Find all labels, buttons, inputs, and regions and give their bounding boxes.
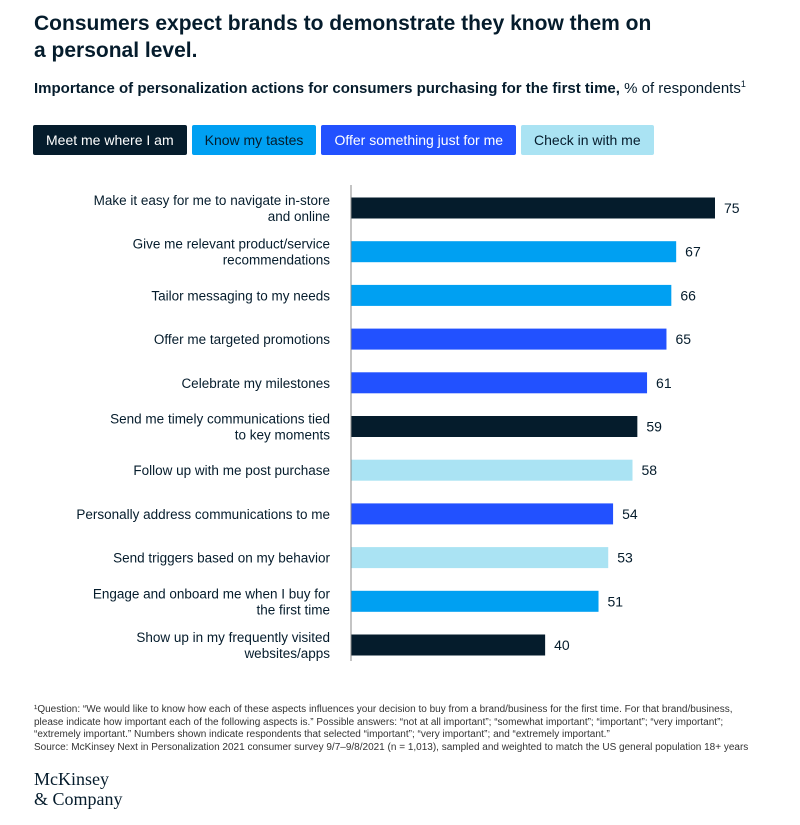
logo-line: & Company (34, 789, 123, 809)
bar (351, 634, 546, 656)
footnote-line: “extremely important.” Numbers shown ind… (34, 729, 610, 740)
legend-item-offer-something[interactable]: Offer something just for me (321, 125, 517, 155)
mckinsey-logo: McKinsey & Company (34, 769, 123, 809)
category-label: Show up in my frequently visited (136, 630, 330, 645)
bar (351, 590, 599, 612)
category-label: Make it easy for me to navigate in-store (94, 193, 330, 208)
category-label: the first time (256, 602, 330, 617)
bar (351, 241, 677, 263)
data-label: 67 (685, 244, 701, 260)
bar (351, 503, 614, 525)
bar (351, 372, 648, 394)
subtitle-unit: % of respondents (619, 80, 741, 97)
category-label: Send triggers based on my behavior (113, 551, 330, 566)
data-label: 54 (622, 506, 638, 522)
category-label: Celebrate my milestones (181, 376, 330, 391)
bar-chart: 75 Make it easy for me to navigate in-sto… (76, 185, 740, 661)
data-label: 61 (656, 375, 672, 391)
category-label: Give me relevant product/service (133, 237, 330, 252)
logo-line: McKinsey (34, 769, 109, 789)
chart-subtitle: Importance of personalization actions fo… (34, 79, 746, 97)
category-label: Engage and onboard me when I buy for (93, 586, 331, 601)
data-label: 65 (675, 331, 691, 347)
legend: Meet me where I am Know my tastes Offer … (33, 125, 654, 155)
category-label: Personally address communications to me (76, 507, 330, 522)
bar (351, 416, 638, 437)
data-label: 66 (680, 287, 696, 303)
bar (351, 197, 715, 219)
legend-item-know-tastes[interactable]: Know my tastes (191, 125, 317, 155)
data-label: 59 (646, 419, 662, 435)
footnote-line: ¹Question: “We would like to know how ea… (34, 704, 733, 715)
category-label: websites/apps (243, 646, 330, 661)
footnote-line: Source: McKinsey Next in Personalization… (34, 741, 749, 753)
category-label: Tailor messaging to my needs (151, 288, 330, 303)
footnote-line: please indicate how important each of th… (34, 716, 724, 728)
bar (351, 459, 633, 481)
data-label: 75 (724, 200, 740, 216)
category-label: and online (268, 209, 330, 224)
category-label: Offer me targeted promotions (154, 332, 330, 347)
legend-item-check-in[interactable]: Check in with me (521, 125, 654, 155)
bar (351, 547, 609, 569)
bar (351, 284, 672, 306)
chart-title: Consumers expect brands to demonstrate t… (34, 12, 652, 62)
data-label: 51 (608, 593, 624, 609)
category-label: Send me timely communications tied (110, 412, 330, 427)
legend-item-meet-me[interactable]: Meet me where I am (33, 125, 187, 155)
footnote: ¹Question: “We would like to know how ea… (34, 704, 784, 754)
category-label: Follow up with me post purchase (133, 463, 330, 478)
category-label: recommendations (223, 253, 331, 268)
category-label: to key moments (235, 428, 331, 443)
bar (351, 328, 667, 350)
data-label: 58 (641, 462, 657, 478)
subtitle-footnote-mark: 1 (740, 79, 746, 89)
data-label: 53 (617, 550, 633, 566)
data-label: 40 (554, 637, 570, 653)
subtitle-main: Importance of personalization actions fo… (34, 80, 620, 97)
